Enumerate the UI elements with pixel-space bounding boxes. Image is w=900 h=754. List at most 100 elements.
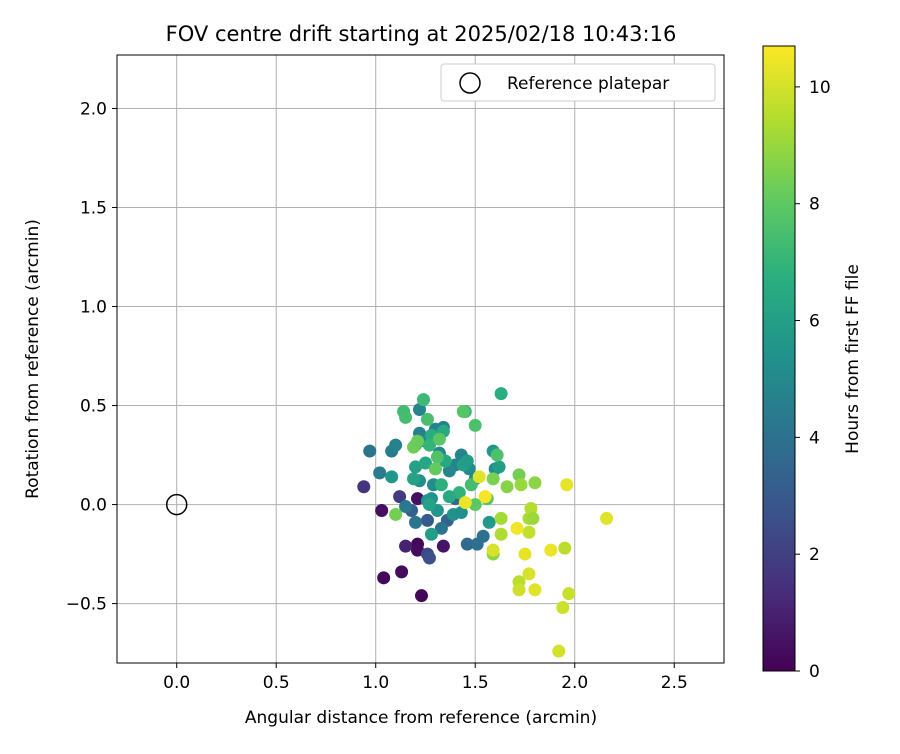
y-tick-label: 0.0	[80, 496, 107, 516]
data-point	[486, 472, 500, 486]
data-point	[512, 583, 526, 597]
data-point	[409, 460, 423, 474]
data-point	[524, 502, 538, 516]
y-tick-label: 0.5	[80, 397, 107, 417]
data-point	[393, 490, 407, 504]
legend: Reference platepar	[440, 63, 716, 102]
data-point	[544, 543, 558, 557]
data-point	[454, 505, 468, 519]
data-point	[399, 500, 413, 514]
legend-marker-reference	[459, 72, 481, 94]
data-point	[442, 464, 456, 478]
data-point	[399, 410, 413, 424]
y-tick-label: 2.0	[80, 99, 107, 119]
data-point	[560, 478, 574, 492]
data-point	[468, 498, 482, 512]
data-point	[464, 478, 478, 492]
data-point	[486, 543, 500, 557]
data-point	[377, 571, 391, 585]
x-tick: 2.5	[661, 663, 688, 693]
data-point	[478, 490, 492, 504]
data-point	[600, 511, 614, 525]
y-tick: 2.0	[80, 99, 117, 119]
data-point	[558, 541, 572, 555]
data-point	[522, 525, 536, 539]
data-point	[552, 644, 566, 658]
data-point	[363, 444, 377, 458]
y-tick: 1.0	[80, 298, 117, 318]
data-point	[458, 496, 472, 510]
data-point	[562, 587, 576, 601]
x-tick-label: 1.5	[462, 673, 489, 693]
y-tick-label: −0.5	[66, 595, 107, 615]
data-point	[442, 490, 456, 504]
reference-layer	[165, 493, 188, 516]
data-point	[395, 565, 409, 579]
colorbar-tick-label: 6	[809, 312, 820, 332]
data-point	[420, 412, 434, 426]
data-point	[389, 507, 403, 521]
data-point	[460, 454, 474, 468]
data-point	[422, 438, 436, 452]
data-point	[500, 480, 514, 494]
data-point	[482, 515, 496, 529]
data-point	[494, 387, 508, 401]
colorbar-tick-label: 2	[809, 545, 820, 565]
y-ticks: −0.5 0.0 0.5 1.0 1.5 2.0	[66, 99, 117, 615]
colorbar-ticks: 0 2 4 6 8 10	[795, 78, 831, 682]
x-ticks: 0.0 0.5 1.0 1.5 2.0 2.5	[163, 663, 688, 693]
data-point	[436, 539, 450, 553]
data-point	[428, 462, 442, 476]
data-point	[510, 521, 524, 535]
data-point	[414, 589, 428, 603]
x-tick-label: 2.0	[561, 673, 588, 693]
colorbar-label: Hours from first FF file	[843, 264, 863, 454]
x-tick: 0.0	[163, 663, 190, 693]
data-point	[456, 404, 470, 418]
data-point	[389, 438, 403, 452]
data-point	[357, 480, 371, 494]
chart-title: FOV centre drift starting at 2025/02/18 …	[166, 22, 677, 46]
data-point	[375, 504, 389, 518]
colorbar-tick-label: 8	[809, 195, 820, 215]
data-point	[411, 543, 425, 557]
plot-frame	[116, 54, 725, 664]
data-point	[526, 511, 540, 525]
data-point	[424, 527, 438, 541]
legend-label-reference: Reference platepar	[507, 74, 669, 94]
data-point	[514, 478, 528, 492]
data-point	[430, 450, 444, 464]
points-layer	[357, 387, 614, 658]
x-axis-label: Angular distance from reference (arcmin)	[245, 708, 597, 728]
y-axis-label: Rotation from reference (arcmin)	[23, 219, 43, 499]
data-point	[434, 521, 448, 535]
data-point	[476, 529, 490, 543]
data-point	[420, 513, 434, 527]
data-point	[385, 470, 399, 484]
data-point	[407, 472, 421, 486]
colorbar: 0 2 4 6 8 10 Hours from first FF file	[762, 45, 863, 682]
data-point	[422, 498, 436, 512]
data-point	[494, 527, 508, 541]
x-tick: 0.5	[263, 663, 290, 693]
colorbar-tick-label: 10	[809, 78, 831, 98]
x-tick-label: 1.0	[362, 673, 389, 693]
x-tick-label: 0.0	[163, 673, 190, 693]
data-point	[490, 448, 504, 462]
data-point	[528, 583, 542, 597]
data-point	[373, 466, 387, 480]
y-tick: 0.5	[80, 397, 117, 417]
y-tick-label: 1.5	[80, 198, 107, 218]
x-tick: 1.5	[462, 663, 489, 693]
y-tick: 0.0	[80, 496, 117, 516]
data-point	[460, 537, 474, 551]
data-point	[409, 515, 423, 529]
data-point	[522, 567, 536, 581]
data-point	[528, 476, 542, 490]
colorbar-tick-label: 4	[809, 428, 820, 448]
x-tick: 1.0	[362, 663, 389, 693]
data-point	[518, 547, 532, 561]
grid	[117, 55, 724, 663]
data-point	[432, 432, 446, 446]
data-point	[468, 418, 482, 432]
